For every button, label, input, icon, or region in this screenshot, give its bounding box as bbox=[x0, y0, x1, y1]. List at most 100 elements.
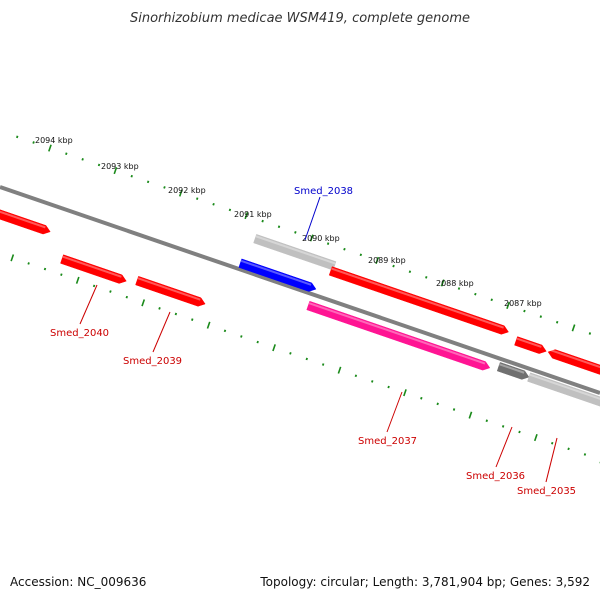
gene-highlight bbox=[516, 337, 542, 348]
ruler-tick bbox=[277, 225, 281, 229]
ruler-tick bbox=[571, 324, 576, 332]
ruler-tick bbox=[195, 197, 199, 201]
ruler-tick bbox=[375, 256, 380, 265]
ruler-tick bbox=[48, 144, 52, 152]
ruler-tick bbox=[43, 267, 47, 271]
ruler-tick bbox=[305, 357, 309, 361]
ruler-tick bbox=[371, 380, 374, 383]
ruler-tick bbox=[408, 270, 412, 274]
gene-feature-shape bbox=[514, 336, 547, 354]
ruler-tick bbox=[359, 253, 363, 257]
ruler-tick bbox=[321, 363, 325, 366]
gene-label-leader bbox=[386, 391, 403, 433]
ruler-tick bbox=[146, 180, 150, 184]
ruler-tick bbox=[206, 321, 211, 329]
ruler-labels: 2094 kbp 2093 kbp 2092 kbp 2091 kbp 2090 kbp… bbox=[35, 136, 542, 308]
ruler-tick bbox=[567, 447, 570, 451]
gene-highlight bbox=[331, 267, 504, 329]
gene-smed-2035[interactable] bbox=[527, 372, 600, 407]
gene-smed-2037-shape bbox=[306, 300, 491, 371]
gene-feature-shape bbox=[0, 209, 51, 235]
gene-features bbox=[0, 198, 600, 407]
gene-smed-2037[interactable] bbox=[306, 300, 491, 371]
gene-label-leader bbox=[304, 196, 321, 241]
gene-highlight bbox=[499, 363, 525, 374]
gene-highlight bbox=[529, 373, 600, 400]
gene-smed-2038[interactable] bbox=[238, 258, 317, 292]
ruler-tick bbox=[452, 408, 456, 411]
gene-feature[interactable] bbox=[328, 266, 509, 335]
gene-smed-2035-shape bbox=[527, 372, 600, 407]
ruler-tick bbox=[178, 189, 183, 197]
accession-text: Accession: NC_009636 bbox=[10, 575, 146, 589]
ruler-tick bbox=[240, 335, 243, 338]
gene-feature-shape bbox=[547, 349, 600, 375]
gene-feature[interactable] bbox=[0, 198, 51, 235]
ruler-tick bbox=[420, 396, 423, 400]
ruler-tick bbox=[551, 441, 554, 445]
ruler-tick bbox=[256, 340, 259, 344]
ruler-tick bbox=[387, 385, 390, 389]
gene-highlight bbox=[548, 348, 600, 369]
gene-label: Smed_2038 bbox=[294, 186, 353, 197]
gene-smed-2036[interactable] bbox=[496, 362, 530, 380]
ruler-tick bbox=[425, 275, 428, 279]
gene-highlight bbox=[0, 210, 46, 229]
ruler-tick bbox=[125, 295, 129, 299]
ruler-tick bbox=[212, 202, 215, 206]
gene-smed-2040-shape bbox=[60, 254, 127, 284]
gene-highlight bbox=[255, 235, 336, 265]
kbp-label: 2090 kbp bbox=[302, 234, 340, 243]
ruler-tick bbox=[555, 320, 559, 324]
gene-smed-2040[interactable] bbox=[60, 254, 127, 284]
ruler-tick bbox=[244, 211, 249, 220]
kbp-label: 2092 kbp bbox=[168, 186, 206, 195]
gene-label: Smed_2036 bbox=[466, 471, 525, 482]
ruler-tick bbox=[337, 366, 342, 374]
gene-label: Smed_2040 bbox=[50, 328, 109, 339]
gene-label-leader bbox=[545, 437, 558, 483]
kbp-label: 2088 kbp bbox=[436, 279, 474, 288]
ruler-tick bbox=[518, 430, 521, 434]
ruler-tick bbox=[343, 247, 346, 251]
ruler-tick bbox=[81, 158, 84, 161]
ruler-tick bbox=[174, 312, 178, 316]
kbp-label: 2094 kbp bbox=[35, 136, 73, 145]
gene-smed-2039[interactable] bbox=[135, 275, 206, 307]
kbp-label: 2089 kbp bbox=[368, 256, 406, 265]
gene-feature[interactable] bbox=[514, 336, 547, 354]
ruler-tick bbox=[109, 290, 112, 293]
ruler-tick bbox=[113, 167, 118, 175]
gene-label-leader bbox=[79, 284, 98, 325]
ruler-ticks bbox=[10, 135, 600, 464]
genome-backbone bbox=[0, 185, 600, 395]
ruler-tick bbox=[60, 273, 63, 277]
gene-highlight bbox=[137, 277, 201, 301]
ruler-tick bbox=[32, 141, 35, 144]
ruler-tick bbox=[588, 332, 592, 335]
gene-label: Smed_2037 bbox=[358, 436, 417, 447]
ruler-tick bbox=[490, 298, 493, 302]
ruler-tick bbox=[523, 309, 526, 313]
gene-feature[interactable] bbox=[547, 348, 600, 379]
ruler-tick bbox=[289, 351, 292, 355]
ruler-tick bbox=[440, 279, 445, 287]
ruler-tick bbox=[261, 219, 264, 223]
kbp-label: 2093 kbp bbox=[101, 162, 139, 171]
gene-highlight bbox=[240, 259, 312, 286]
gene-smed-2038-shape bbox=[238, 258, 317, 292]
gene-smed-2036-shape bbox=[496, 362, 530, 380]
ruler-tick bbox=[75, 276, 80, 284]
ruler-tick bbox=[65, 152, 68, 156]
ruler-tick bbox=[10, 254, 15, 262]
gene-feature-shape bbox=[328, 266, 509, 335]
ruler-tick bbox=[583, 453, 587, 456]
gene-smed-2039-shape bbox=[135, 275, 206, 307]
ruler-tick bbox=[97, 163, 101, 167]
ruler-tick bbox=[141, 299, 146, 307]
gene-label: Smed_2035 bbox=[517, 486, 576, 497]
ruler-tick bbox=[436, 402, 439, 406]
ruler-tick bbox=[403, 389, 407, 397]
ruler-tick bbox=[392, 264, 395, 268]
genome-title: Sinorhizobium medicae WSM419, complete g… bbox=[130, 11, 470, 26]
